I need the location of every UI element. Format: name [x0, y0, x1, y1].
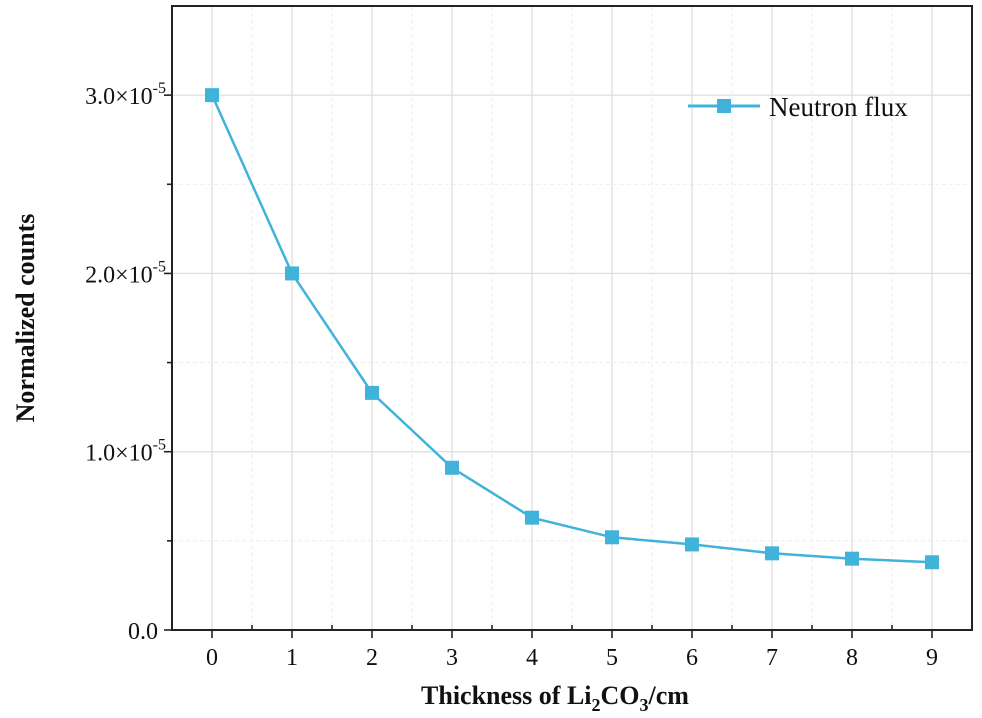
y-tick-mantissa: 1.0×10 — [85, 441, 153, 467]
x-tick-label: 7 — [766, 645, 778, 671]
y-tick-label: 2.0×10-5 — [85, 258, 166, 288]
data-point — [525, 510, 539, 525]
x-tick-label: 8 — [846, 645, 858, 671]
x-tick-label: 0 — [206, 645, 218, 671]
y-tick-label: 1.0×10-5 — [85, 437, 166, 467]
x-tick-label: 3 — [446, 645, 458, 671]
data-point — [605, 530, 619, 545]
legend: Neutron flux — [688, 92, 908, 122]
y-axis-title: Normalized counts — [11, 214, 40, 423]
y-tick-exponent: -5 — [153, 258, 166, 275]
series-layer — [205, 88, 939, 570]
axis-ticks — [164, 94, 933, 638]
x-tick-label: 4 — [526, 645, 538, 671]
data-point — [205, 88, 219, 103]
legend-marker — [717, 99, 731, 113]
y-tick-label: 0.0 — [128, 619, 158, 645]
data-point — [925, 555, 939, 570]
y-tick-label: 3.0×10-5 — [85, 80, 166, 110]
x-axis-title-sub1: 2 — [592, 695, 601, 715]
x-axis-title-part: CO — [601, 681, 640, 710]
data-point — [765, 546, 779, 561]
data-point — [365, 385, 379, 400]
data-point — [445, 460, 459, 475]
data-point — [685, 537, 699, 552]
y-tick-exponent: -5 — [153, 437, 166, 454]
data-point — [285, 266, 299, 281]
x-axis-title-part: Thickness of Li — [421, 681, 592, 710]
grid — [172, 6, 972, 630]
x-tick-label: 1 — [286, 645, 298, 671]
x-tick-label: 2 — [366, 645, 378, 671]
legend-label: Neutron flux — [769, 92, 908, 122]
x-tick-label: 9 — [926, 645, 938, 671]
x-axis-title: Thickness of Li2CO3/cm — [421, 681, 689, 715]
data-point — [845, 551, 859, 566]
x-tick-label: 5 — [606, 645, 618, 671]
tick-labels: 0 1 2 3 4 5 6 7 8 90.01.0×10-52.0×10-53.0×10-5 — [85, 80, 938, 671]
series-line — [210, 94, 933, 564]
x-axis-title-sub2: 3 — [640, 695, 649, 715]
y-tick-mantissa: 3.0×10 — [85, 84, 153, 110]
x-tick-label: 6 — [686, 645, 698, 671]
x-axis-title-part: /cm — [648, 681, 690, 710]
y-tick-exponent: -5 — [153, 80, 166, 97]
y-tick-mantissa: 2.0×10 — [85, 262, 153, 288]
